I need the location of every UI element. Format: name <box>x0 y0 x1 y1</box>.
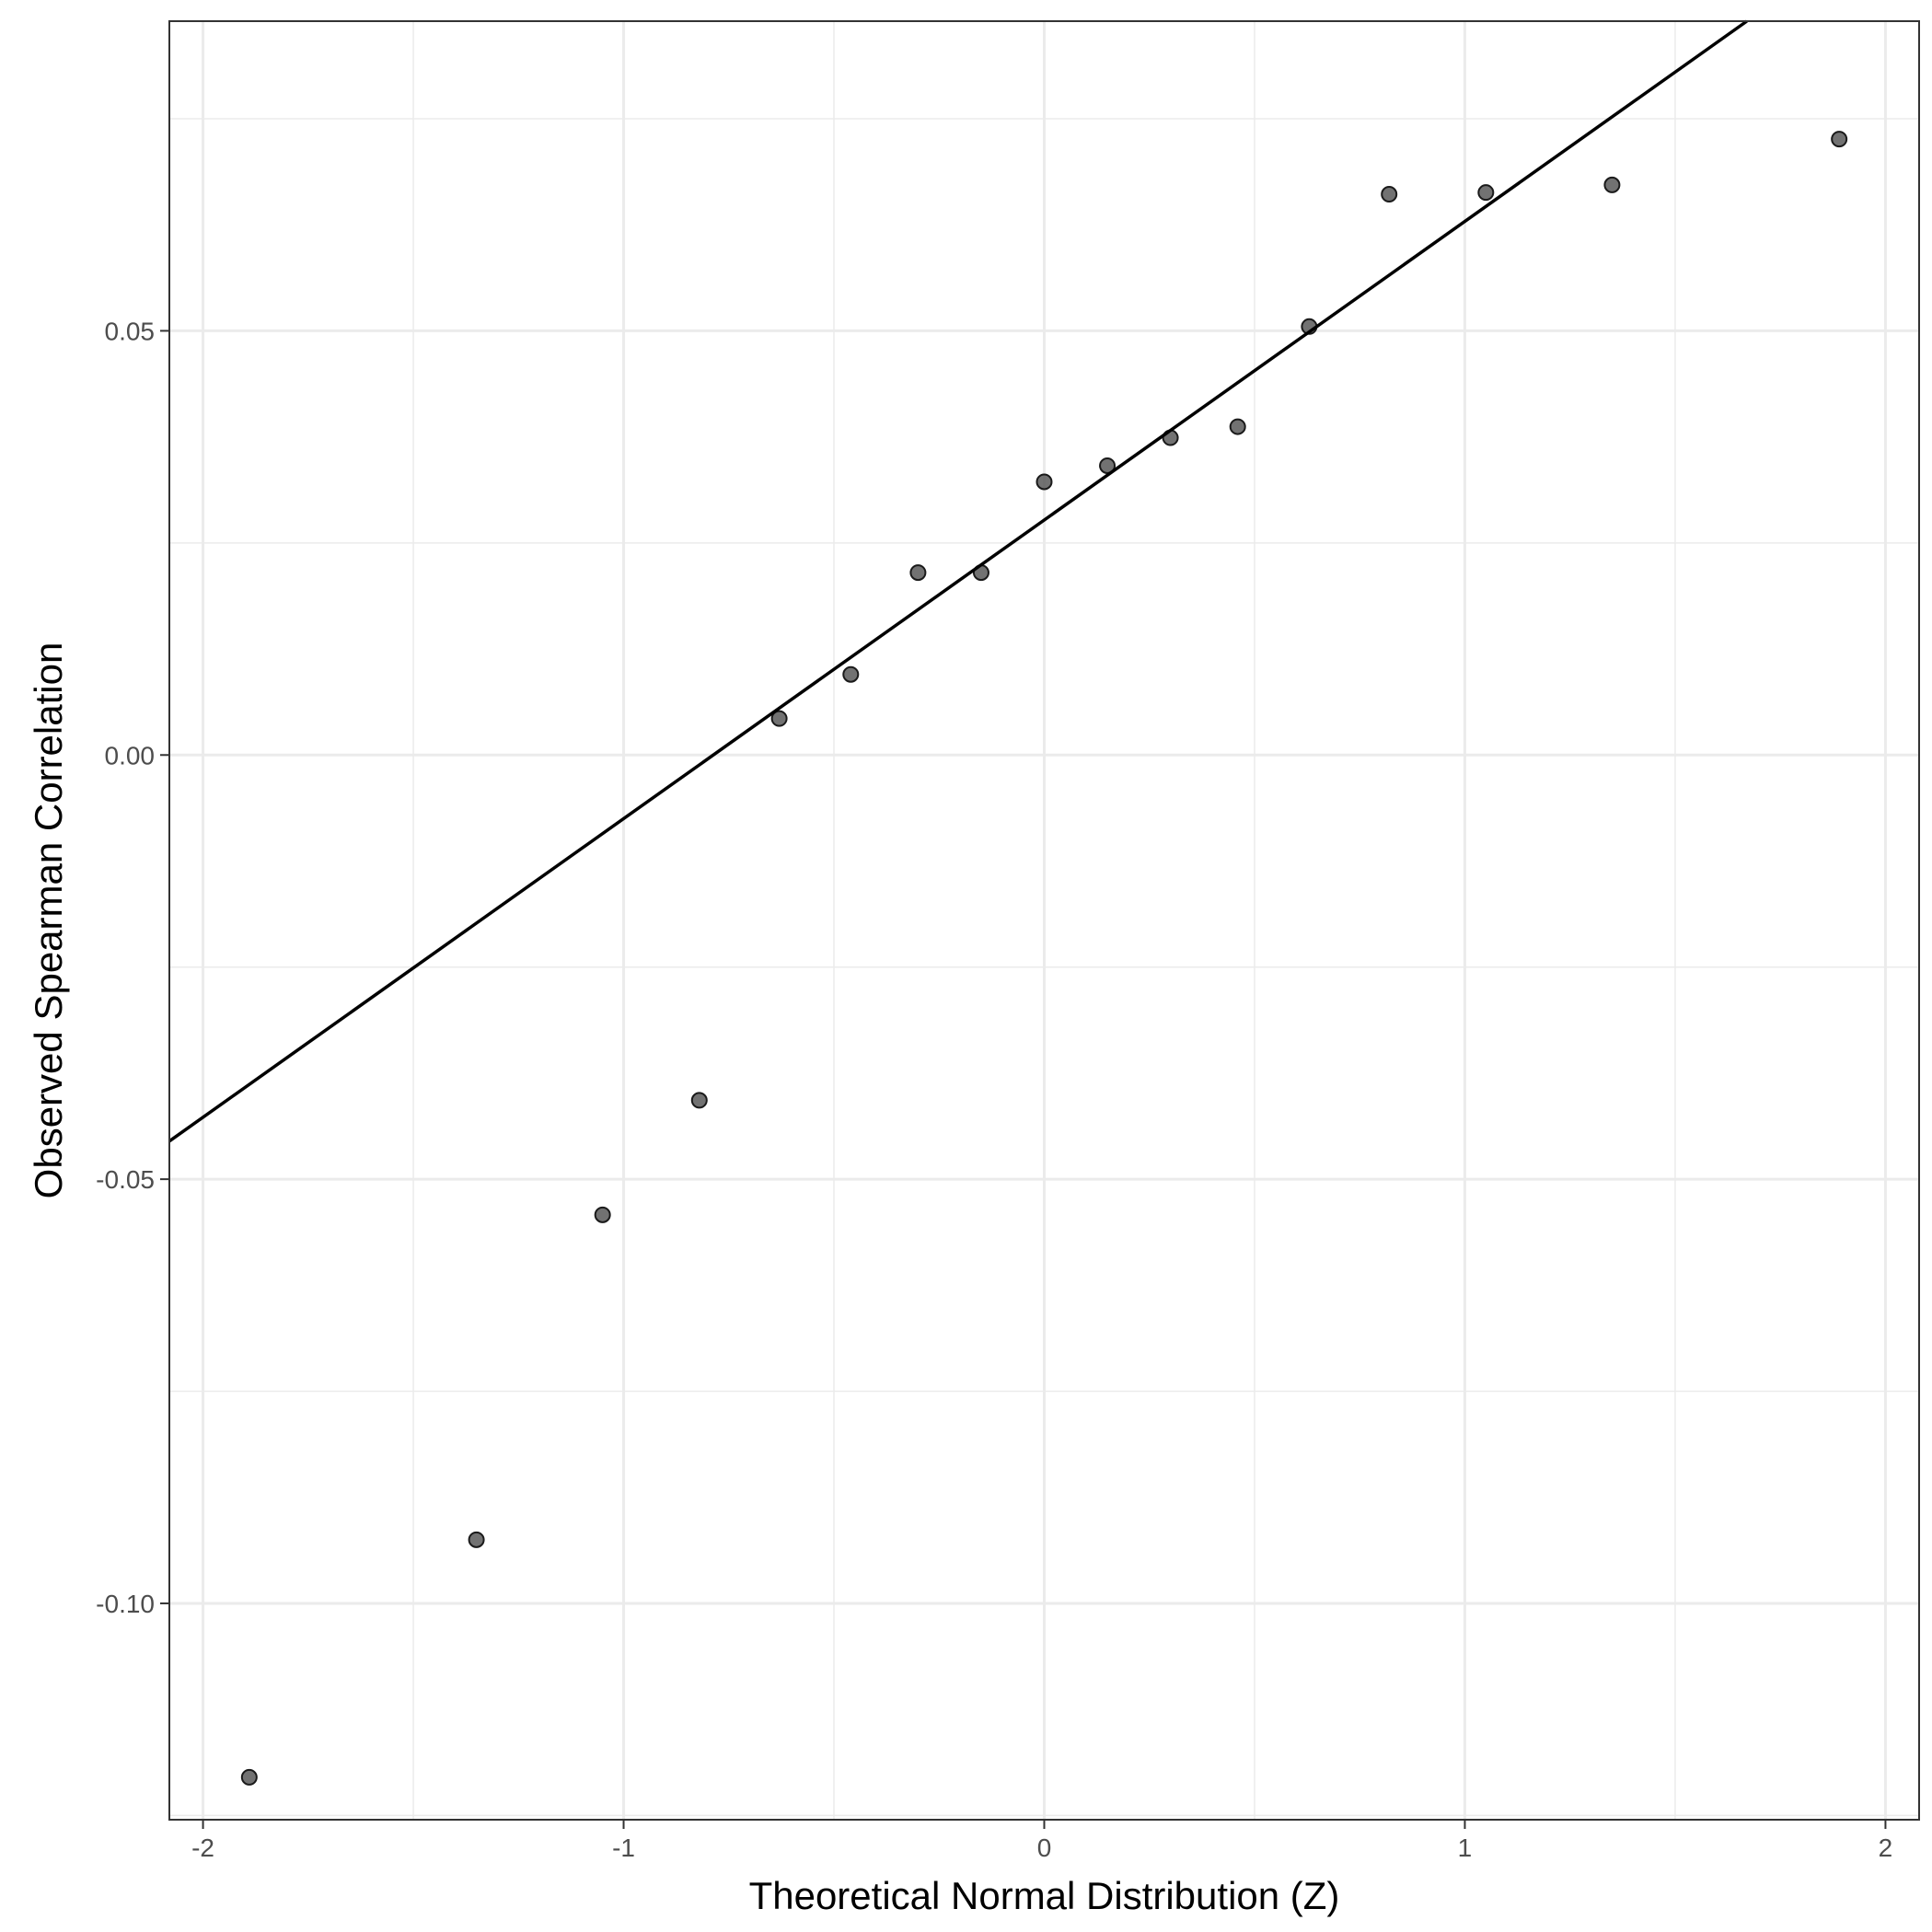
data-point <box>690 1092 708 1109</box>
y-tick-label: -0.05 <box>96 1165 155 1194</box>
reference-line <box>168 19 1748 1143</box>
y-axis-title: Observed Spearman Correlation <box>27 642 70 1199</box>
data-point <box>1099 457 1116 474</box>
data-point <box>1603 176 1621 193</box>
x-tick-label: 2 <box>1879 1834 1893 1862</box>
data-point <box>1035 473 1053 491</box>
data-points <box>240 131 1848 1786</box>
x-axis-ticks: -2 -1 0 1 2 <box>191 1820 1892 1862</box>
y-tick-label: 0.00 <box>105 741 156 769</box>
data-point <box>240 1768 258 1786</box>
data-point <box>594 1206 611 1223</box>
y-tick-label: 0.05 <box>105 317 156 345</box>
x-tick-label: 1 <box>1458 1834 1473 1862</box>
x-tick-label: -2 <box>191 1834 214 1862</box>
reference-line-group <box>168 19 1748 1143</box>
x-tick-label: -1 <box>612 1834 635 1862</box>
data-point <box>1477 184 1495 202</box>
data-point <box>842 665 860 683</box>
data-point <box>770 710 788 727</box>
data-point <box>1229 418 1246 435</box>
data-point <box>1381 186 1398 203</box>
x-tick-label: 0 <box>1037 1834 1052 1862</box>
data-point <box>1831 131 1848 148</box>
data-point <box>468 1531 485 1548</box>
x-axis-title: Theoretical Normal Distribution (Z) <box>749 1874 1340 1917</box>
y-tick-label: -0.10 <box>96 1590 155 1618</box>
major-gridlines <box>169 21 1919 1820</box>
y-axis-ticks: -0.10 -0.05 0.00 0.05 <box>96 317 169 1618</box>
data-point <box>909 564 927 582</box>
